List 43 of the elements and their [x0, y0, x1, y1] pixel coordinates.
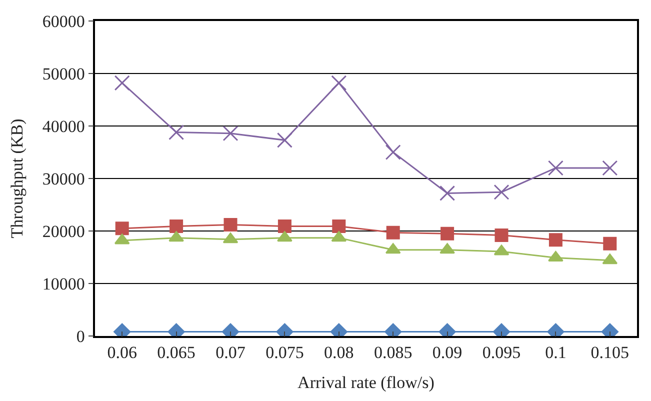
point [548, 233, 562, 247]
point [222, 126, 238, 142]
point [548, 160, 564, 176]
y-tick-label: 40000 [42, 116, 85, 136]
x-axis-title: Arrival rate (flow/s) [298, 373, 434, 392]
point [277, 231, 292, 242]
x-tick-label: 0.065 [157, 343, 196, 362]
x-tick-label: 0.07 [216, 343, 246, 362]
y-tick-label: 10000 [42, 274, 85, 294]
x-tick-label: 0.08 [324, 343, 354, 362]
x-tick-label: 0.1 [545, 343, 566, 362]
point [276, 132, 292, 148]
x-tick-label: 0.095 [482, 343, 521, 362]
point [224, 218, 238, 232]
y-tick-label: 50000 [42, 64, 85, 84]
point [114, 75, 130, 91]
point [170, 220, 184, 234]
point [602, 160, 618, 176]
point [115, 222, 129, 236]
y-tick-label: 60000 [42, 12, 85, 31]
point [168, 231, 184, 242]
y-tick-label: 20000 [42, 222, 85, 241]
x-tick-label: 0.075 [266, 343, 304, 362]
point [440, 226, 454, 240]
point [386, 226, 400, 240]
y-tick-label: 30000 [42, 169, 85, 188]
point [603, 236, 617, 250]
x-tick-label: 0.06 [107, 343, 137, 362]
point [385, 144, 401, 160]
y-axis-title: Throughput (KB) [7, 118, 26, 238]
point [440, 185, 456, 201]
point [494, 228, 508, 242]
point [168, 124, 184, 140]
x-tick-label: 0.09 [432, 343, 462, 362]
x-tick-label: 0.105 [590, 343, 630, 362]
point [331, 75, 347, 91]
point [440, 243, 455, 254]
point [494, 184, 510, 200]
y-tick-label: 0 [76, 326, 85, 346]
point [278, 220, 292, 234]
x-tick-label: 0.085 [374, 343, 412, 362]
point [548, 251, 564, 262]
point [332, 220, 346, 234]
